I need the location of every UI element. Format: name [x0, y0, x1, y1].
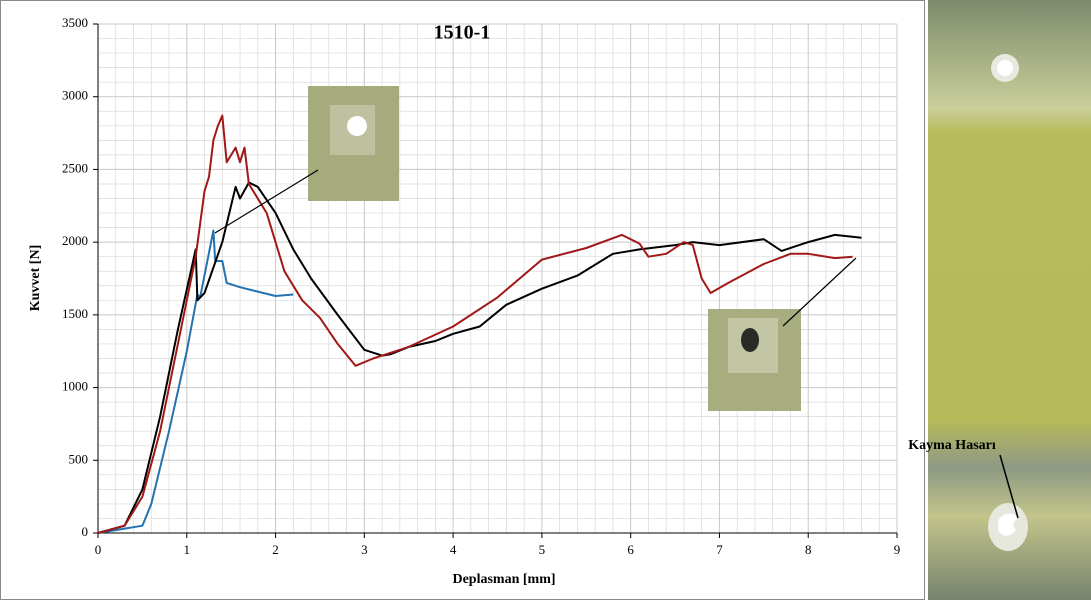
chart-title: 1510-1 — [434, 22, 491, 44]
y-tick-label: 3000 — [62, 88, 88, 103]
y-tick-label: 2000 — [62, 233, 88, 248]
plot-area: 0 1 2 3 4 5 6 7 8 9 0 500 1000 1500 2000 2500 3000 3500 — [62, 15, 900, 557]
y-tick-label: 1000 — [62, 379, 88, 394]
y-tick-label: 500 — [69, 451, 89, 466]
y-tick-label: 3500 — [62, 15, 88, 30]
x-tick-label: 0 — [95, 542, 102, 557]
y-axis-label: Kuvvet [N] — [28, 245, 43, 312]
data-line — [97, 229, 294, 534]
specimen-photo: Kayma Hasarı — [908, 0, 1091, 600]
x-tick-label: 6 — [627, 542, 634, 557]
x-tick-label: 4 — [450, 542, 457, 557]
y-tick-label: 2500 — [62, 160, 88, 175]
x-tick-label: 9 — [894, 542, 901, 557]
x-axis-label: Deplasman [mm] — [452, 572, 555, 587]
annotation: Kayma Hasarı — [908, 438, 996, 453]
inset-photo — [214, 86, 399, 234]
inset-photo — [708, 257, 857, 411]
y-tick-label: 1500 — [62, 306, 88, 321]
data-line — [97, 114, 853, 534]
y-tick-label: 0 — [82, 524, 89, 539]
x-tick-label: 5 — [539, 542, 546, 557]
x-tick-label: 8 — [805, 542, 812, 557]
x-tick-label: 2 — [272, 542, 279, 557]
x-tick-label: 7 — [716, 542, 723, 557]
x-tick-label: 1 — [184, 542, 191, 557]
x-tick-label: 3 — [361, 542, 368, 557]
